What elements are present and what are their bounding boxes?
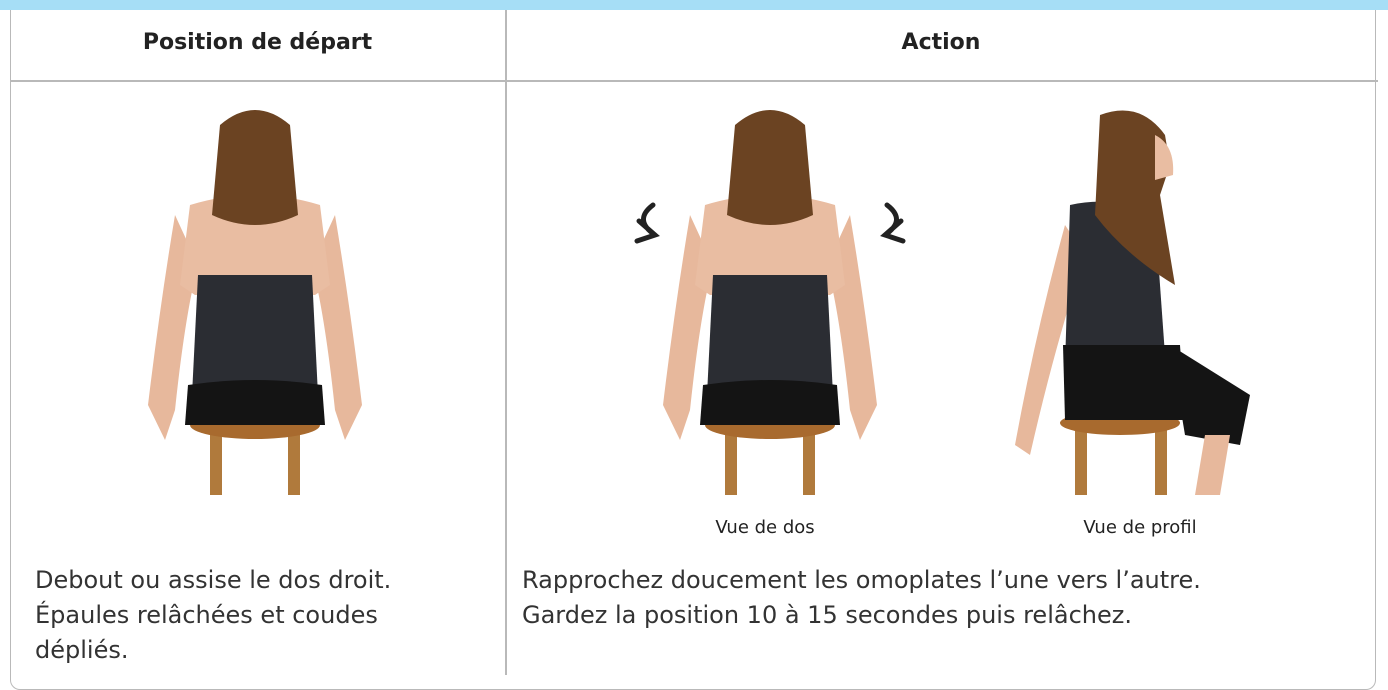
text-line: Rapprochez doucement les omoplates l’une… — [522, 566, 1201, 594]
row-divider — [10, 80, 1378, 82]
photo-action-back — [634, 110, 906, 495]
column-divider — [505, 10, 507, 675]
start-description: Debout ou assise le dos droit. Épaules r… — [35, 563, 391, 668]
photo-start-back — [148, 110, 362, 495]
action-description: Rapprochez doucement les omoplates l’une… — [522, 563, 1201, 633]
text-line: Épaules relâchées et coudes — [35, 601, 378, 629]
photo-caption: Vue de dos — [715, 517, 815, 538]
text-line: Gardez la position 10 à 15 secondes puis… — [522, 601, 1132, 629]
photo-action-profile — [1015, 110, 1250, 495]
text-line: Debout ou assise le dos droit. — [35, 566, 392, 594]
header-cell: Action — [901, 30, 981, 55]
photo-caption: Vue de profil — [1083, 517, 1197, 538]
header-cell: Position de départ — [142, 30, 373, 55]
top-bar — [0, 0, 1388, 10]
text-line: dépliés. — [35, 636, 129, 664]
